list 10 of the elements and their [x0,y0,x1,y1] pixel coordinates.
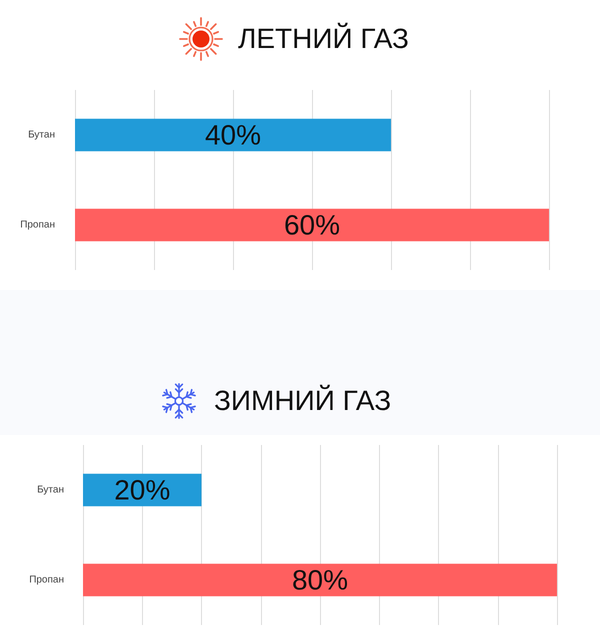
data-label: 80% [292,564,348,596]
y-tick-label: Бутан [28,130,55,140]
data-label: 60% [284,210,340,240]
y-tick-label: Пропан [29,574,64,586]
data-label: 20% [114,474,170,506]
y-tick-label: Бутан [37,484,64,496]
y-tick-label: Пропан [20,220,55,230]
chart-title: ЗИМНИЙ ГАЗ [214,385,392,417]
chart-title: ЛЕТНИЙ ГАЗ [238,23,409,55]
data-label: 40% [204,120,262,150]
